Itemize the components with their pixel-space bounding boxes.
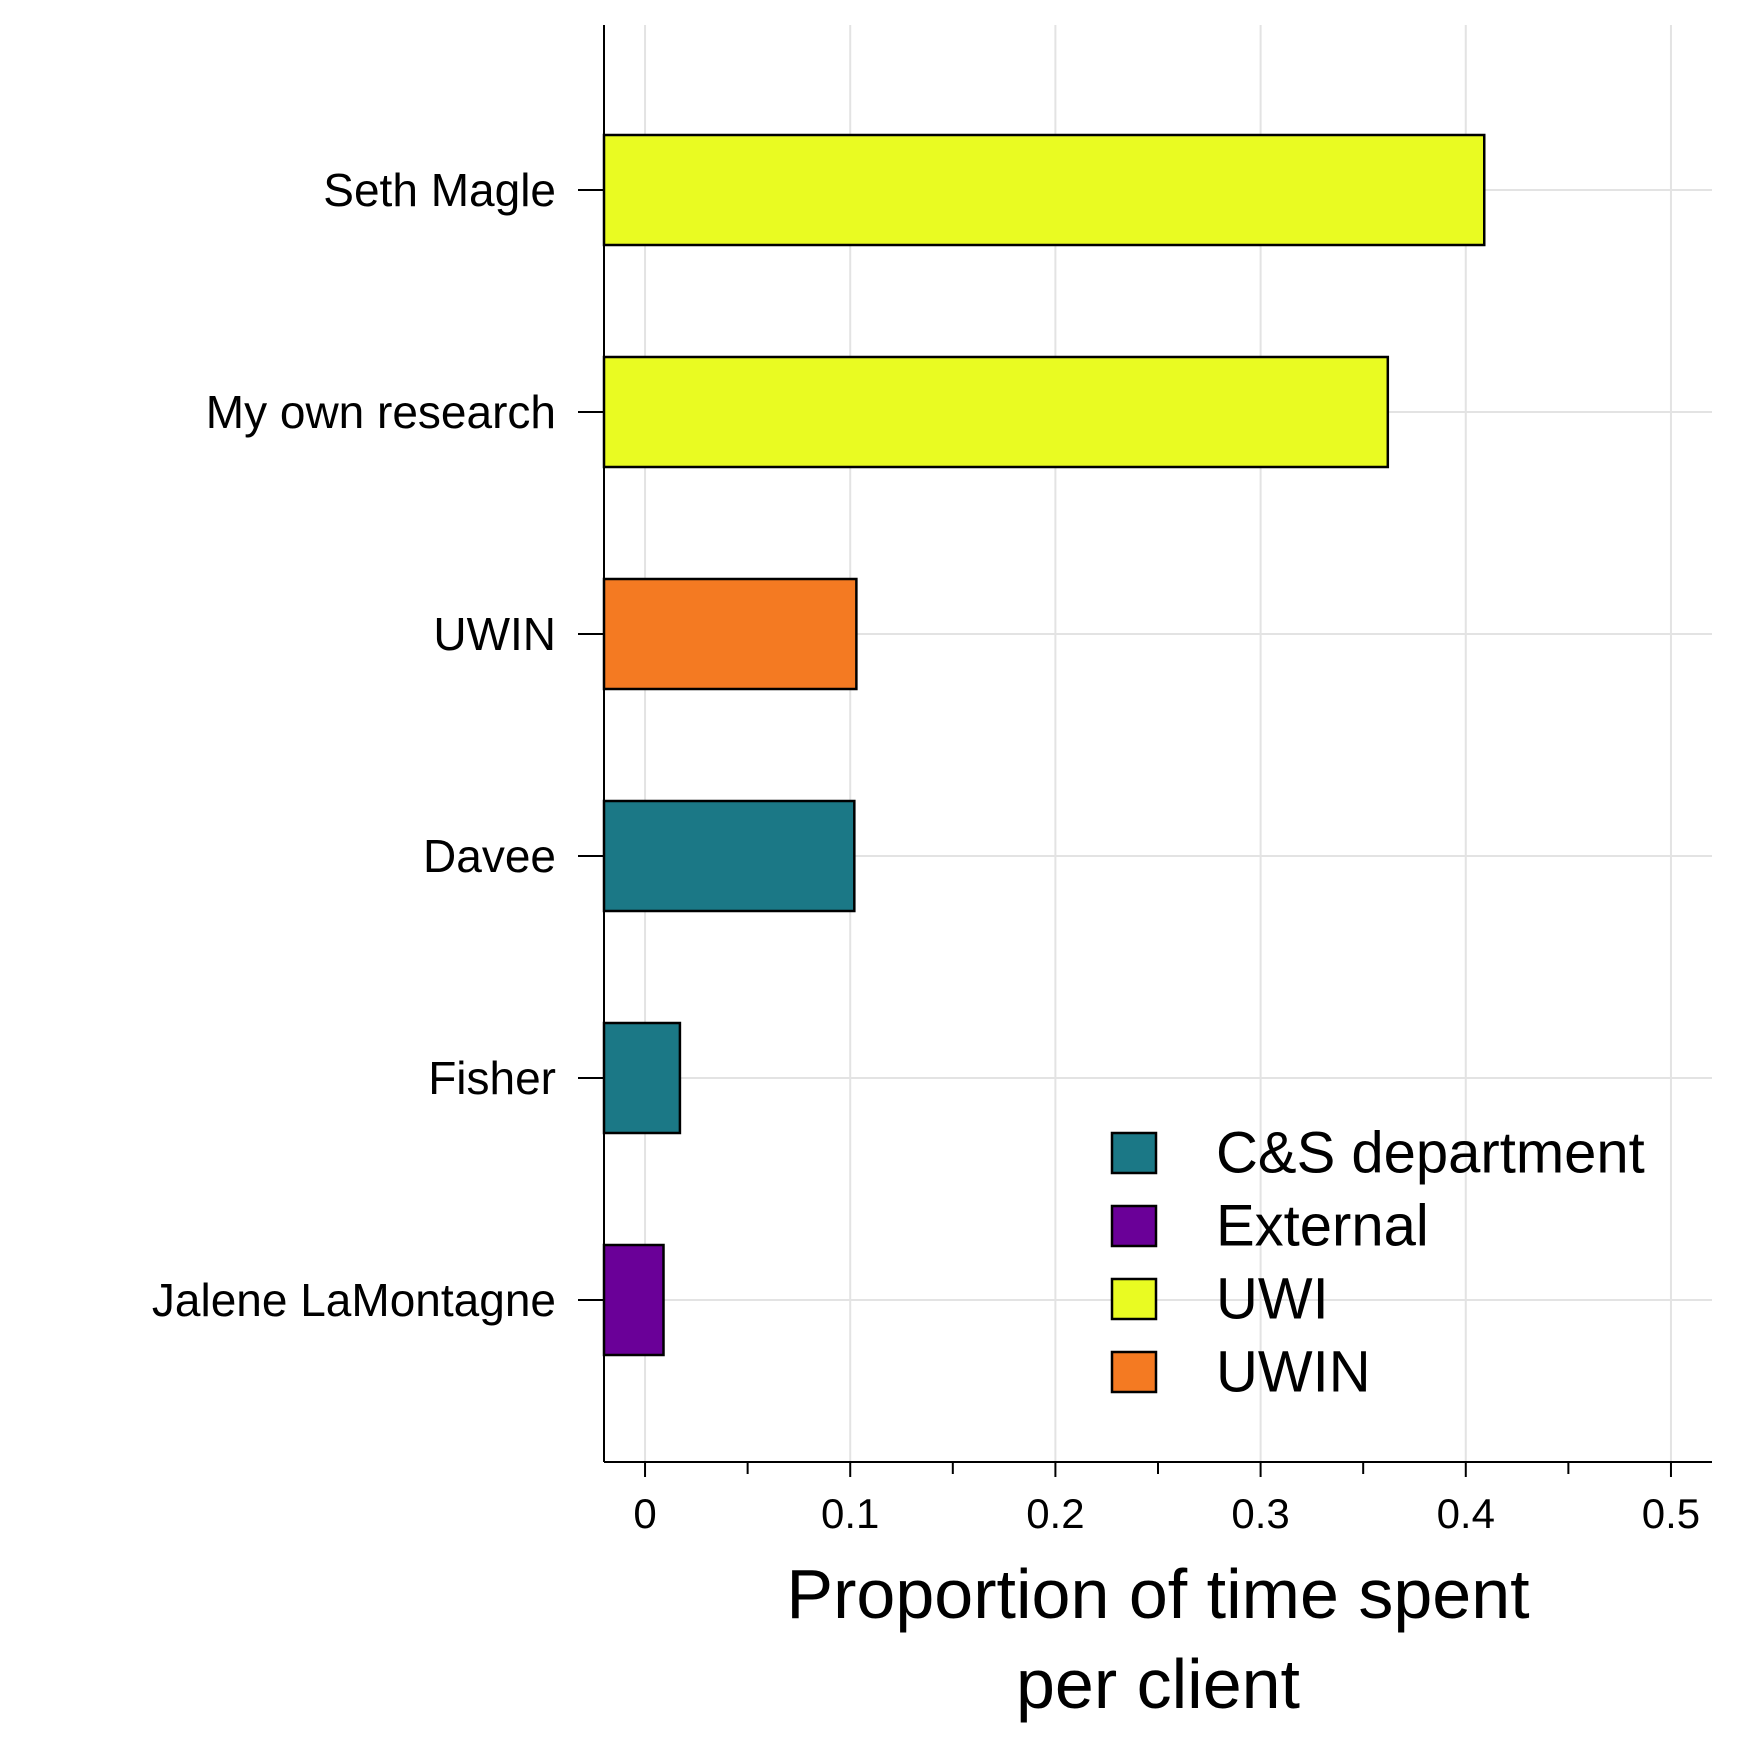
legend-swatch: [1110, 1350, 1158, 1394]
bar-fisher: [602, 1021, 682, 1135]
category-label: UWIN: [433, 608, 556, 660]
legend-label: C&S department: [1216, 1121, 1645, 1186]
bar-uwin: [602, 577, 858, 691]
x-axis-title-line: Proportion of time spent: [786, 1555, 1529, 1633]
bar-jalene-lamontagne: [602, 1243, 665, 1357]
legend: C&S department External UWI UWIN: [1110, 1121, 1645, 1405]
category-label: Seth Magle: [323, 164, 556, 216]
legend-swatch: [1110, 1131, 1158, 1175]
x-axis-title-line: per client: [1016, 1645, 1300, 1723]
legend-label: UWIN: [1216, 1340, 1371, 1405]
x-tick-label: 0.4: [1437, 1490, 1495, 1537]
legend-label: External: [1216, 1194, 1429, 1259]
legend-swatch: [1110, 1277, 1158, 1321]
x-axis-title: Proportion of time spent per client: [786, 1555, 1529, 1723]
category-label: Jalene LaMontagne: [152, 1274, 556, 1326]
bar-seth-magle: [602, 133, 1486, 247]
legend-label: UWI: [1216, 1267, 1329, 1332]
x-tick-labels: 0 0.1 0.2 0.3 0.4 0.5: [633, 1490, 1700, 1537]
gridlines: [604, 25, 1712, 1462]
x-tick-label: 0.1: [821, 1490, 879, 1537]
category-label: My own research: [206, 386, 556, 438]
category-label: Davee: [423, 830, 556, 882]
category-label: Fisher: [428, 1052, 556, 1104]
x-tick-label: 0: [633, 1490, 656, 1537]
bars: [602, 133, 1486, 1357]
bar-davee: [602, 799, 856, 913]
axes: [578, 25, 1712, 1477]
bar-my-own-research: [602, 355, 1390, 469]
x-tick-label: 0.2: [1026, 1490, 1084, 1537]
legend-swatch: [1110, 1204, 1158, 1248]
x-tick-label: 0.5: [1642, 1490, 1700, 1537]
category-labels: Seth Magle My own research UWIN Davee Fisher…: [152, 164, 556, 1326]
x-tick-label: 0.3: [1231, 1490, 1289, 1537]
